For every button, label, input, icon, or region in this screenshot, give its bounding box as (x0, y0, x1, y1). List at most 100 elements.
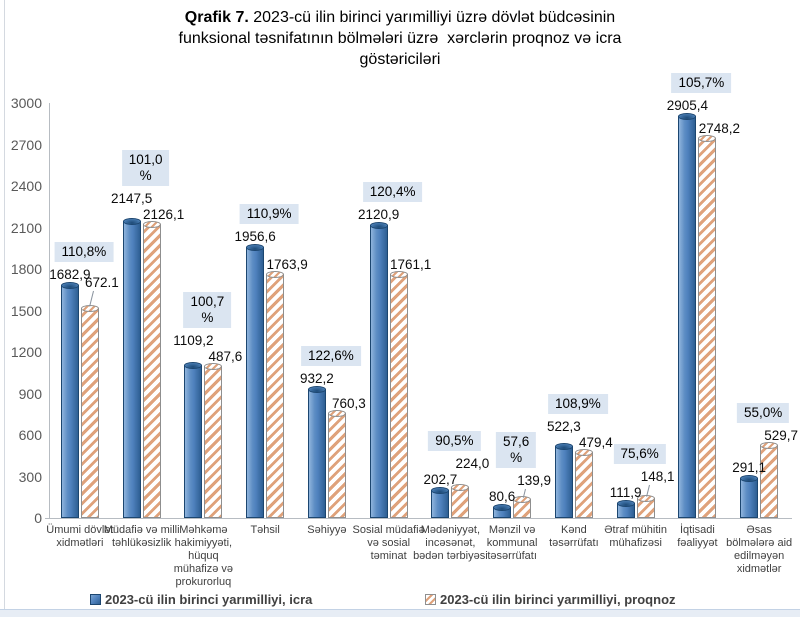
bar-proqnoz (389, 274, 408, 518)
bar-proqnoz (80, 307, 99, 518)
value-label-proqnoz: 672.1 (84, 274, 119, 290)
category-label: Əsas bölmələrə aid edilməyən xidmətlər (726, 524, 793, 575)
bar-proqnoz (142, 223, 161, 518)
title-line-3: göstəriciləri (359, 51, 441, 68)
legend-item-proqnoz: 2023-cü ilin birinci yarımilliyi, proqno… (425, 592, 676, 607)
bar-icra-cap (246, 244, 265, 252)
percent-label: 105,7% (671, 73, 732, 94)
percent-label: 90,5% (428, 430, 481, 451)
bar-icra-cap (431, 486, 450, 494)
percent-label: 122,6% (300, 346, 361, 367)
category-label: Məhkəmə hakimiyyəti, hüquq mühafizə və p… (173, 524, 234, 588)
value-label-proqnoz: 760,3 (331, 395, 366, 411)
value-label-icra: 1682,9 (49, 267, 91, 283)
bar-proqnoz-cap (698, 134, 717, 142)
bar-icra (307, 389, 326, 518)
bar-icra (554, 445, 573, 518)
value-label-proqnoz: 479,4 (578, 434, 613, 450)
bar-icra-cap (616, 499, 635, 507)
bar-proqnoz-cap (513, 495, 532, 503)
value-label-icra: 291,1 (732, 459, 767, 475)
category-label: Sosial müdafiə və sosial təminat (352, 524, 425, 562)
y-tick-label: 900 (18, 385, 42, 402)
value-label-icra: 2147,5 (110, 190, 153, 206)
bar-proqnoz-cap (574, 448, 593, 456)
bar-proqnoz (451, 487, 470, 518)
percent-label: 110,9% (239, 204, 299, 225)
bar-proqnoz (327, 412, 346, 518)
value-label-icra: 80,6 (488, 488, 516, 504)
value-label-icra: 1109,2 (173, 332, 214, 348)
category-label: Ətraf mühitin mühafizəsi (604, 524, 667, 549)
value-label-proqnoz: 1761,1 (389, 257, 432, 273)
value-label-proqnoz: 224,0 (455, 455, 490, 471)
legend-swatch-proqnoz-icon (425, 594, 436, 605)
legend-label-proqnoz: 2023-cü ilin birinci yarımilliyi, proqno… (440, 592, 676, 607)
title-line-1: Qrafik 7. 2023-cü ilin birinci yarımilli… (0, 7, 800, 28)
bar-icra-cap (554, 442, 573, 450)
bar-proqnoz (760, 444, 779, 518)
value-label-icra: 111,9 (609, 484, 642, 500)
y-tick-label: 0 (34, 510, 42, 526)
bar-proqnoz (574, 451, 593, 518)
y-tick-label: 1500 (10, 302, 42, 319)
category-label: Mədəniyyət, incəsənət, bədən tərbiyəsi (413, 524, 488, 562)
y-tick-label: 300 (18, 468, 42, 485)
category-label: Təhsil (250, 524, 280, 536)
chart-title: Qrafik 7. 2023-cü ilin birinci yarımilli… (0, 7, 800, 70)
bar-icra (740, 477, 759, 518)
title-line1-text: 2023-cü ilin birinci yarımilliyi üzrə dö… (248, 9, 616, 26)
bar-icra (60, 285, 79, 518)
bar-icra-cap (60, 282, 79, 290)
bar-icra-cap (678, 113, 697, 121)
value-label-proqnoz: 1763,9 (266, 256, 308, 272)
bar-icra-cap (184, 361, 203, 369)
bar-proqnoz-cap (451, 484, 470, 491)
bar-icra (184, 364, 203, 518)
category-label: Mənzil və kommunal təsərrüfatı (486, 524, 538, 562)
bar-proqnoz (513, 498, 532, 518)
title-line-2: funksional təsnifatının bölmələri üzrə x… (178, 30, 622, 47)
category-label: Kənd təsərrüfatı (549, 524, 599, 549)
percent-label: 110,8% (54, 242, 114, 263)
bar-proqnoz-cap (266, 270, 285, 278)
bar-icra-cap (493, 503, 512, 511)
bar-icra (369, 224, 388, 518)
bar-proqnoz (204, 365, 223, 518)
percent-label: 101,0 % (121, 149, 170, 186)
category-label: Ümumi dövlət xidmətləri (46, 524, 114, 549)
bar-icra (431, 489, 450, 518)
percent-label: 57,6 % (495, 431, 537, 468)
y-tick-label: 2700 (10, 136, 42, 153)
percent-label: 100,7 % (183, 291, 232, 328)
bar-proqnoz-cap (204, 362, 223, 370)
value-label-proqnoz: 139,9 (517, 472, 552, 488)
bar-icra (493, 506, 512, 518)
value-label-proqnoz: 487,6 (208, 348, 243, 364)
bottom-strip (0, 609, 800, 617)
bar-proqnoz (266, 273, 285, 518)
category-label: Səhiyyə (307, 524, 347, 536)
value-label-proqnoz: 148,1 (640, 468, 675, 484)
category-label: İqtisadi fəaliyyət (677, 524, 718, 549)
percent-label: 120,4% (362, 181, 423, 202)
bar-proqnoz-cap (327, 409, 346, 417)
y-tick-label: 3000 (10, 95, 42, 111)
bar-proqnoz-cap (142, 220, 161, 228)
bar-proqnoz-cap (389, 271, 408, 279)
bar-proqnoz (698, 137, 717, 518)
value-label-icra: 932,2 (299, 371, 334, 387)
percent-label: 108,9% (547, 393, 608, 414)
bar-icra-cap (122, 217, 141, 225)
legend-swatch-icra-icon (90, 594, 101, 605)
value-label-icra: 2120,9 (357, 206, 400, 222)
legend-item-icra: 2023-cü ilin birinci yarımilliyi, icra (90, 592, 312, 607)
x-axis-line (45, 518, 792, 519)
page-border-left (4, 0, 5, 609)
bar-icra-cap (369, 221, 388, 229)
bar-proqnoz-cap (760, 441, 779, 449)
y-tick-label: 2100 (10, 219, 42, 236)
bar-proqnoz-cap (636, 494, 655, 502)
y-tick-label: 2400 (10, 178, 42, 194)
